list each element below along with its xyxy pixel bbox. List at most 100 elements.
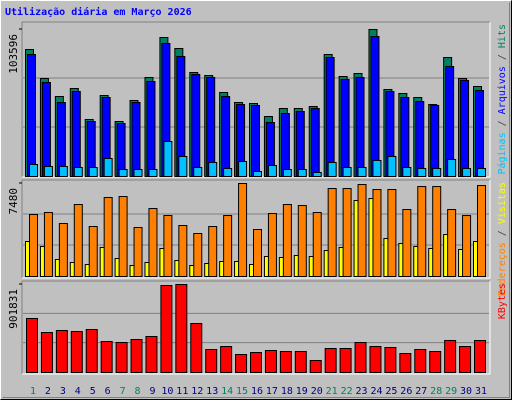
x-tick-label: 2	[45, 386, 51, 397]
panel-light	[22, 180, 491, 279]
legend-entry: KBytes	[497, 283, 508, 319]
bar	[163, 141, 173, 177]
bar	[41, 82, 51, 177]
bar	[133, 169, 143, 177]
bar	[312, 171, 322, 177]
bar	[58, 166, 68, 177]
bar	[294, 351, 307, 373]
x-tick-label: 14	[221, 386, 233, 397]
bar	[342, 167, 352, 178]
bar	[85, 329, 98, 373]
bar	[402, 167, 412, 178]
x-tick-label: 18	[281, 386, 293, 397]
bar	[88, 167, 98, 178]
panel-shadow	[21, 21, 490, 177]
bar	[477, 167, 486, 178]
bar	[372, 189, 382, 277]
x-tick-label: 25	[385, 386, 397, 397]
bar	[399, 353, 412, 374]
bar	[73, 204, 83, 277]
bar	[372, 160, 382, 177]
x-tick-label: 1	[30, 386, 36, 397]
x-tick-label: 9	[149, 386, 155, 397]
bar	[474, 340, 486, 373]
bar	[297, 169, 307, 177]
bar	[297, 205, 307, 278]
bar	[432, 167, 442, 178]
bar	[178, 156, 188, 178]
legend: Endereços / Visitas	[497, 182, 508, 296]
x-tick-label: 31	[475, 386, 487, 397]
legend-entry: Arquivos	[497, 66, 508, 114]
bar	[221, 96, 231, 177]
bar	[267, 213, 277, 277]
x-tick-label: 13	[206, 386, 218, 397]
bar	[340, 79, 350, 177]
bar	[357, 184, 367, 277]
bar	[56, 102, 66, 177]
panel-shadow	[21, 280, 490, 374]
x-tick-label: 30	[460, 386, 472, 397]
bar	[205, 349, 218, 374]
bar	[118, 169, 128, 177]
x-tick-label: 10	[161, 386, 173, 397]
bar	[145, 336, 158, 373]
bar	[100, 341, 113, 374]
x-tick-label: 28	[430, 386, 442, 397]
bar	[402, 209, 412, 278]
bar	[432, 186, 442, 277]
chart-title: Utilização diária em Março 2026	[5, 6, 192, 18]
y-tick-label: 103596	[7, 34, 20, 74]
bar	[355, 77, 365, 177]
x-tick-label: 11	[176, 386, 188, 397]
bar	[264, 350, 277, 374]
bar	[309, 360, 322, 373]
bar	[29, 214, 38, 277]
bar	[208, 226, 218, 278]
bar	[325, 57, 335, 177]
bar	[238, 161, 248, 178]
bar	[29, 164, 38, 178]
bar	[387, 189, 397, 277]
bar	[280, 113, 290, 177]
bar	[70, 331, 83, 373]
panel-light	[22, 281, 491, 375]
bar	[88, 226, 98, 278]
bar	[220, 346, 233, 374]
bar	[459, 346, 472, 374]
bar	[133, 227, 143, 277]
bar	[115, 342, 128, 374]
bar	[193, 233, 203, 278]
bar	[462, 215, 472, 277]
bar	[163, 215, 173, 277]
bar	[26, 318, 38, 374]
legend-entry: Visitas	[497, 182, 508, 224]
x-tick-label: 19	[296, 386, 308, 397]
bar	[253, 170, 262, 178]
bar	[43, 212, 53, 277]
bar	[27, 54, 36, 177]
x-tick-label: 22	[341, 386, 353, 397]
bar	[191, 74, 201, 177]
bar	[312, 212, 322, 277]
x-tick-label: 15	[236, 386, 248, 397]
bar	[414, 349, 427, 374]
bar	[43, 166, 53, 177]
bar	[370, 36, 380, 177]
panel-shadow	[21, 179, 490, 278]
bar	[130, 339, 143, 373]
bar	[40, 332, 53, 373]
bar	[148, 169, 158, 177]
bar	[357, 167, 367, 178]
x-tick-label: 29	[445, 386, 457, 397]
legend-separator: /	[497, 114, 508, 132]
bar	[460, 80, 470, 177]
x-tick-label: 17	[266, 386, 278, 397]
bar	[208, 162, 218, 178]
x-tick-label: 6	[105, 386, 111, 397]
bar	[324, 348, 337, 373]
bar	[415, 101, 425, 177]
x-tick-label: 5	[90, 386, 96, 397]
